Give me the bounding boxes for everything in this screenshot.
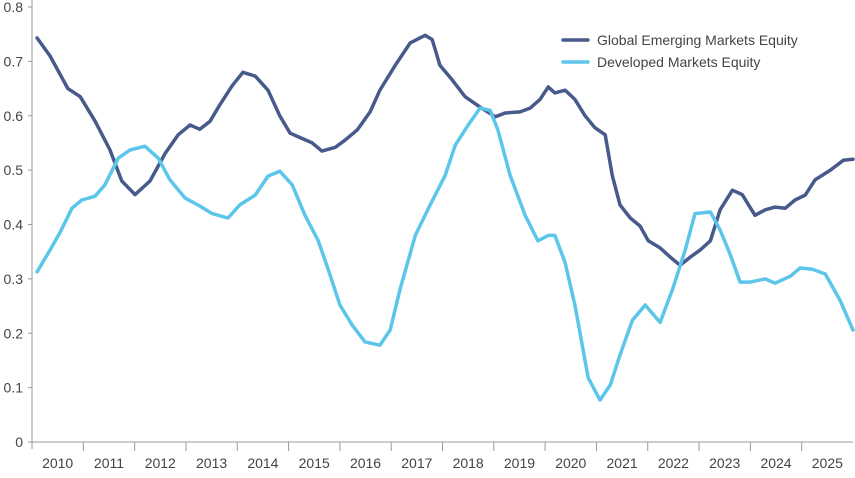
y-tick-label: 0.4	[4, 217, 24, 233]
x-tick-label: 2016	[350, 455, 381, 471]
legend-label-0: Global Emerging Markets Equity	[597, 32, 798, 48]
x-tick-label: 2018	[453, 455, 484, 471]
legend: Global Emerging Markets Equity Developed …	[561, 32, 798, 70]
x-tick-label: 2010	[42, 455, 73, 471]
x-tick-label: 2013	[196, 455, 227, 471]
x-tick-label: 2014	[247, 455, 278, 471]
x-tick-label: 2017	[401, 455, 432, 471]
y-tick-label: 0	[15, 434, 23, 450]
x-tick-label: 2023	[709, 455, 740, 471]
x-tick-label: 2020	[555, 455, 586, 471]
x-tick-label: 2025	[812, 455, 843, 471]
x-axis: 2010 2011 2012 2013 2014 2015 2016 2017 2018 2019…	[28, 441, 853, 471]
y-tick-label: 0.1	[4, 380, 24, 396]
y-tick-label: 0.8	[4, 0, 24, 15]
x-tick-label: 2015	[299, 455, 330, 471]
x-tick-label: 2011	[94, 455, 124, 471]
y-tick-label: 0.5	[4, 162, 24, 178]
x-tick-label: 2012	[145, 455, 176, 471]
x-tick-label: 2019	[504, 455, 535, 471]
series-line-1	[35, 106, 855, 402]
x-tick-label: 2021	[607, 455, 638, 471]
series-lines	[35, 33, 855, 402]
y-tick-label: 0.2	[4, 325, 24, 341]
y-tick-label: 0.6	[4, 108, 24, 124]
y-axis: 0 0.1 0.2 0.3 0.4 0.5 0.6 0.7 0.8	[4, 0, 33, 450]
y-tick-label: 0.7	[4, 53, 24, 69]
legend-label-1: Developed Markets Equity	[597, 54, 760, 70]
x-tick-label: 2024	[760, 455, 791, 471]
x-tick-label: 2022	[658, 455, 689, 471]
y-tick-label: 0.3	[4, 271, 24, 287]
